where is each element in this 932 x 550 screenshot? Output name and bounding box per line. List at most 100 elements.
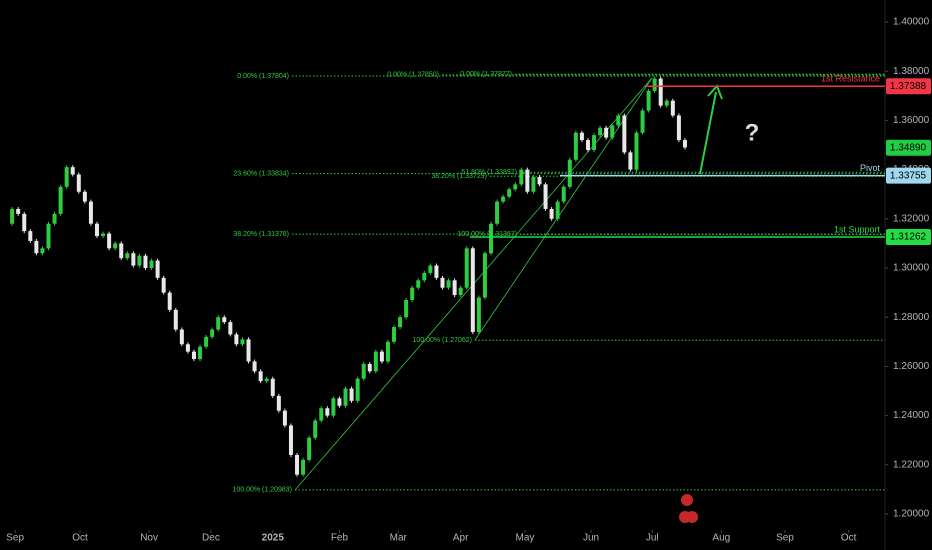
candle [585,140,590,150]
candle [198,346,203,360]
x-tick-label: Apr [453,533,469,544]
candle [149,260,154,269]
candle [549,208,554,219]
candle [604,127,609,138]
x-tick-label: Mar [390,533,408,544]
price-box-label: 1.31262 [890,232,927,243]
x-tick-label: Sep [776,533,794,544]
candle [246,339,251,362]
candle [276,395,281,411]
candle [101,233,106,237]
candle [222,317,227,323]
x-tick-label: May [515,533,534,544]
candle [452,280,457,296]
candle [204,336,209,347]
candle [355,378,360,401]
candle [379,351,384,362]
event-icon [681,494,693,506]
candle [52,213,57,224]
x-tick-label: Jul [646,533,659,544]
candle [125,253,130,259]
candle [531,176,536,192]
candle [573,132,578,160]
candle [537,176,542,185]
candle [107,233,112,249]
level-name: Pivot [860,163,881,173]
candle [319,408,324,421]
candle [22,213,27,232]
y-tick-label: 1.32000 [893,213,930,224]
candle [264,378,269,382]
y-tick-label: 1.40000 [893,17,930,28]
fib-label: 23.60% (1.33834) [233,171,289,178]
candle [519,169,524,185]
candle [513,184,518,190]
price-box-label: 1.33755 [890,170,927,181]
candle [70,167,75,175]
fib-label: 100.00% (1.31367) [457,231,517,238]
candle [501,196,506,202]
fib-label: 61.80% (1.33892) [461,169,517,176]
candle [88,201,93,224]
candle [343,388,348,406]
fib-label: 0.00% (1.37850) [387,72,439,79]
candle [295,454,300,475]
candle [579,132,584,141]
candle [628,152,633,170]
fib-label: 38.20% (1.31378) [233,231,289,238]
candle [325,408,330,416]
candle [64,167,69,187]
candle [404,299,409,318]
candle [58,186,63,214]
price-box [886,167,931,184]
candle [507,189,512,197]
candle [567,159,572,187]
fib-label: 0.00% (1.37804) [237,73,289,80]
candle [143,255,148,269]
candle [131,253,136,266]
candle [561,186,566,202]
candle [252,361,257,372]
candle [610,125,615,138]
candle [155,260,160,278]
candle [676,115,681,141]
candle [658,78,663,106]
candle [622,115,627,153]
candle [525,169,530,192]
candle [119,243,124,259]
candle [258,371,263,382]
candle [373,351,378,372]
candle [458,287,463,296]
fib-label: 100.00% (1.20983) [232,487,292,494]
candle [161,277,166,293]
candle [482,253,487,298]
candle [640,110,645,133]
candle [410,287,415,300]
y-tick-label: 1.38000 [893,66,930,77]
candle [616,115,621,126]
y-tick-label: 1.28000 [893,312,930,323]
y-tick-label: 1.22000 [893,459,930,470]
candle [234,334,239,345]
candle [282,410,287,426]
candle [179,329,184,345]
candle [10,208,15,224]
candle [598,127,603,136]
x-tick-label: Aug [712,533,730,544]
y-tick-label: 1.26000 [893,361,930,372]
candle [470,248,475,332]
candle [191,351,196,360]
fib-label: 38.20% (1.33729) [431,173,487,180]
candle [361,363,366,379]
candle [301,459,306,475]
candle [16,208,21,214]
candle [349,388,354,401]
x-tick-label: Oct [72,533,88,544]
candle [270,378,275,396]
candle [307,437,312,460]
candle [428,265,433,273]
candle [488,223,493,254]
current-price-box [886,139,931,156]
candle [46,223,51,249]
